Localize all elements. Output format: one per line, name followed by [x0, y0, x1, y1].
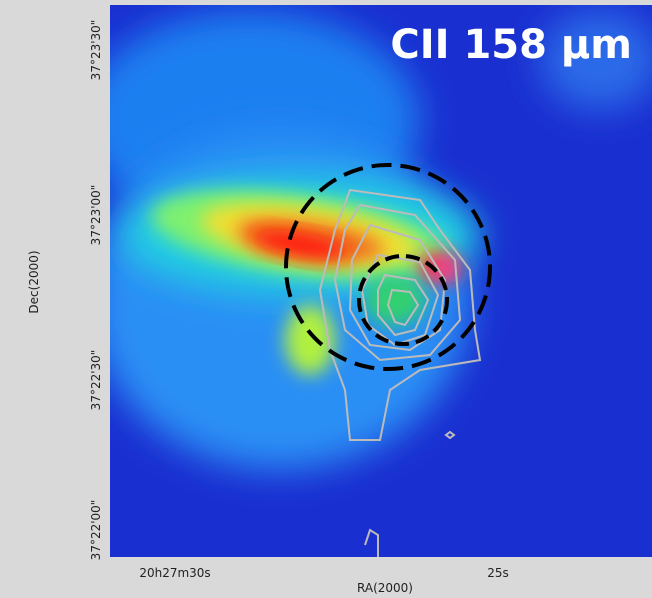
sky-image: CII 158 µm — [80, 5, 652, 557]
x-tick-label: 25s — [487, 566, 509, 580]
y-tick-label: 37°23'30" — [89, 20, 103, 81]
y-tick-label: 37°22'00" — [89, 500, 103, 561]
y-axis-label: Dec(2000) — [27, 250, 41, 313]
figure: CII 158 µm 37°23'30" 37°23'00" 37°22'30"… — [0, 0, 652, 598]
y-tick-label: 37°22'30" — [89, 350, 103, 411]
y-tick-label: 37°23'00" — [89, 185, 103, 246]
x-tick-label: 20h27m30s — [139, 566, 210, 580]
x-axis-label: RA(2000) — [357, 581, 413, 595]
image-title: CII 158 µm — [390, 22, 632, 68]
